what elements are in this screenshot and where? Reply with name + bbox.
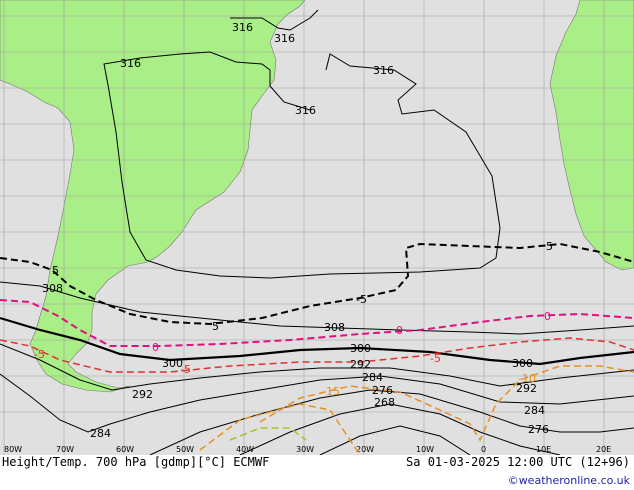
contour-308 <box>0 281 634 335</box>
label-316-a: 316 <box>232 21 253 34</box>
height-labels: 316 316 316 316 316 308 308 300 300 300 … <box>42 21 549 440</box>
label-temp-minus5-c: -5 <box>430 352 441 365</box>
contour-284 <box>0 373 634 433</box>
label-temp-5-d: 5 <box>546 240 553 253</box>
label-316-b: 316 <box>274 32 295 45</box>
label-temp-5-a: 5 <box>52 264 59 277</box>
label-276-a: 276 <box>372 384 393 397</box>
contour-268-inner <box>319 425 471 456</box>
isotherm-minus20 <box>229 427 307 441</box>
map-title: Height/Temp. 700 hPa [gdmp][°C] ECMWF <box>2 455 270 469</box>
label-temp-minus10: -10 <box>518 372 536 385</box>
label-284-b: 284 <box>362 371 383 384</box>
label-276-b: 276 <box>528 423 549 436</box>
lon-label-70w: 70W <box>56 445 74 454</box>
label-300-b: 300 <box>350 342 371 355</box>
label-temp-5-b: -5 <box>356 293 367 306</box>
isotherm-minus15 <box>199 403 361 456</box>
lat-lon-grid <box>0 0 634 455</box>
label-temp-0-a: 0 <box>152 341 159 354</box>
label-284-c: 284 <box>524 404 545 417</box>
label-284-a: 284 <box>90 427 111 440</box>
label-308-b: 308 <box>324 321 345 334</box>
label-316-d: 316 <box>373 64 394 77</box>
label-temp-minus15: -15 <box>322 385 340 398</box>
label-300-a: 300 <box>162 357 183 370</box>
label-292-a: 292 <box>132 388 153 401</box>
contour-316-north <box>230 9 319 31</box>
label-316-c: 316 <box>120 57 141 70</box>
lon-label-10w: 10W <box>416 445 434 454</box>
lon-label-60w: 60W <box>116 445 134 454</box>
label-temp-minus5-a: -5 <box>34 348 45 361</box>
credit-link[interactable]: ©weatheronline.co.uk <box>507 474 630 487</box>
map-footer: Height/Temp. 700 hPa [gdmp][°C] ECMWF Sa… <box>0 455 634 490</box>
lon-label-50w: 50W <box>176 445 194 454</box>
isotherm-5 <box>0 242 634 326</box>
label-temp-0-b: 0 <box>396 324 403 337</box>
contour-316-main <box>103 51 311 111</box>
lon-label-30w: 30W <box>296 445 314 454</box>
label-temp-minus5-b: -5 <box>180 363 191 376</box>
weather-map: 80W 70W 60W 50W 40W 30W 20W 10W 0 10E 20… <box>0 0 634 456</box>
lon-label-10e: 10E <box>536 445 551 454</box>
lon-label-20w: 20W <box>356 445 374 454</box>
temperature-labels: 5 -5 5 5 0 0 0 -5 -5 -5 -10 -15 <box>34 240 553 398</box>
temperature-contours <box>0 242 634 456</box>
contour-316-inner <box>107 53 501 279</box>
label-temp-5-c: 5 <box>212 320 219 333</box>
lon-label-0: 0 <box>481 445 486 454</box>
lon-label-40w: 40W <box>236 445 254 454</box>
label-292-c: 292 <box>516 382 537 395</box>
label-292-b: 292 <box>350 358 371 371</box>
height-contours <box>0 9 634 456</box>
isotherm-0 <box>0 299 634 347</box>
label-temp-0-c: 0 <box>544 310 551 323</box>
contour-300 <box>0 316 634 366</box>
lon-label-80w: 80W <box>4 445 22 454</box>
longitude-labels: 80W 70W 60W 50W 40W 30W 20W 10W 0 10E 20… <box>4 445 611 454</box>
isotherm-minus5 <box>0 337 634 373</box>
contour-268 <box>239 403 561 456</box>
label-268: 268 <box>374 396 395 409</box>
label-300-c: 300 <box>512 357 533 370</box>
africa-landmass <box>549 0 634 271</box>
lon-label-20e: 20E <box>596 445 611 454</box>
map-canvas: 80W 70W 60W 50W 40W 30W 20W 10W 0 10E 20… <box>0 0 634 456</box>
label-316-e: 316 <box>295 104 316 117</box>
valid-time: Sa 01-03-2025 12:00 UTC (12+96) <box>406 455 630 469</box>
label-308-a: 308 <box>42 282 63 295</box>
contour-292 <box>0 343 634 391</box>
isotherm-minus10 <box>259 365 634 442</box>
